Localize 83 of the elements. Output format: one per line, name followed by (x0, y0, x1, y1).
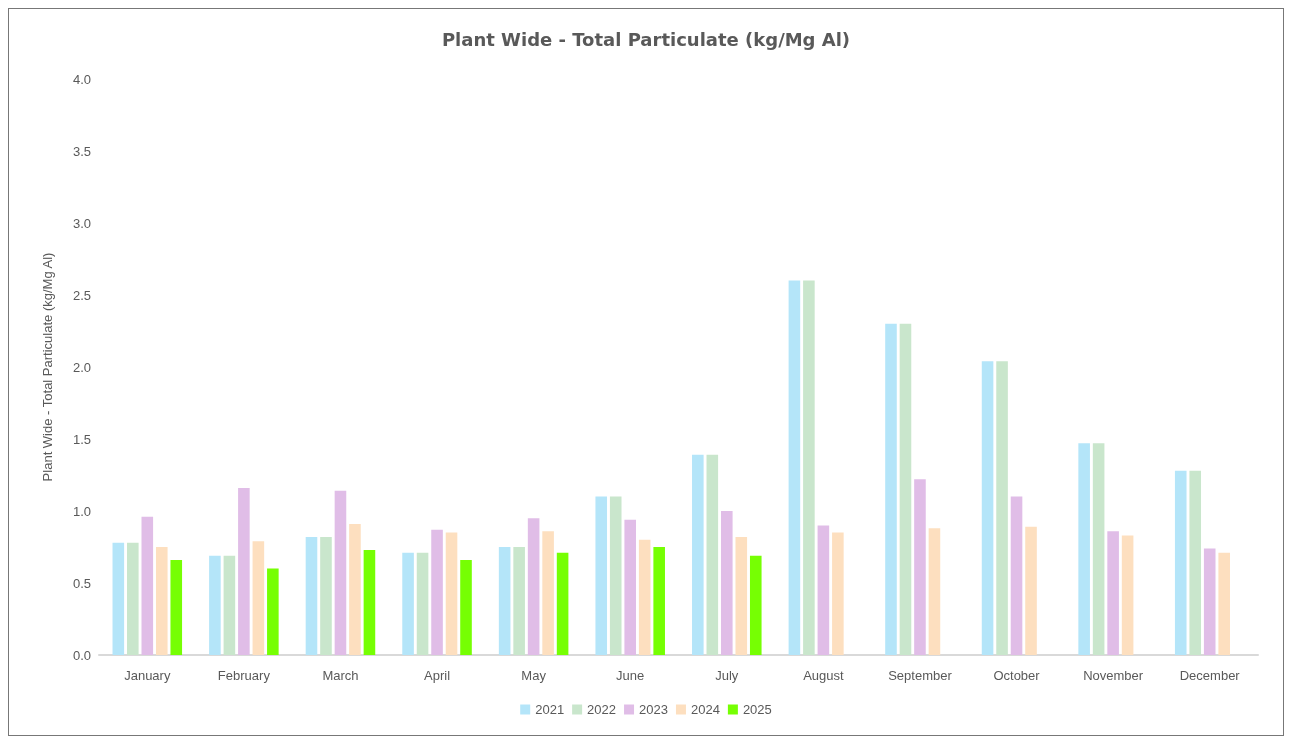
bar (749, 555, 762, 655)
bar (445, 532, 458, 655)
bar (1203, 548, 1216, 655)
bar (155, 547, 168, 655)
bar (609, 496, 622, 655)
x-tick-label: April (424, 668, 451, 683)
bar (1218, 552, 1230, 655)
bar (996, 361, 1008, 655)
bar (706, 454, 719, 655)
x-tick-label: September (888, 668, 953, 683)
bar (624, 519, 636, 655)
bar (402, 552, 414, 655)
bar (542, 531, 554, 655)
bar (305, 536, 318, 655)
bar (638, 539, 651, 655)
bar (223, 555, 236, 655)
y-tick-label: 2.0 (72, 359, 91, 375)
x-tick-label: December (1179, 668, 1241, 683)
bar (832, 532, 844, 655)
x-tick-label: July (715, 668, 739, 683)
bar (914, 479, 926, 655)
bar (1092, 443, 1105, 655)
bar (498, 547, 511, 655)
bar (1121, 535, 1134, 655)
bar (238, 487, 250, 655)
x-tick-label: February (217, 668, 271, 683)
legend-label: 2025 (742, 702, 772, 717)
bar (899, 323, 912, 655)
bar (1010, 496, 1023, 655)
bar (885, 323, 897, 655)
bar (1107, 531, 1119, 655)
x-tick-label: January (124, 668, 171, 683)
bar (513, 547, 525, 655)
bar (721, 511, 733, 655)
bar (349, 523, 361, 655)
x-tick-label: March (322, 668, 359, 683)
bar (928, 528, 941, 655)
y-tick-label: 0.0 (72, 647, 91, 663)
bar (527, 518, 540, 655)
bar (788, 280, 801, 655)
x-tick-label: June (616, 668, 645, 683)
bar (817, 525, 830, 655)
y-tick-label: 0.5 (72, 575, 91, 591)
bar (653, 547, 665, 655)
y-tick-label: 3.0 (72, 215, 91, 231)
y-tick-label: 2.5 (72, 287, 91, 303)
bar (363, 549, 376, 655)
bar (460, 559, 472, 655)
bar (252, 541, 265, 655)
bar (416, 552, 429, 655)
y-tick-label: 4.0 (72, 71, 91, 87)
bar (320, 536, 332, 655)
bar (209, 555, 221, 655)
bar (112, 542, 125, 655)
chart-title: Plant Wide - Total Particulate (kg/Mg Al) (441, 28, 851, 50)
legend-label: 2021 (535, 702, 565, 717)
bar (803, 280, 815, 655)
bar (595, 496, 608, 655)
x-tick-label: May (521, 668, 547, 683)
bar (981, 361, 994, 655)
y-tick-label: 3.5 (72, 143, 91, 159)
bar (735, 536, 748, 655)
legend-label: 2022 (587, 702, 617, 717)
x-tick-label: October (993, 668, 1041, 683)
legend-label: 2023 (639, 702, 668, 717)
bar (267, 568, 279, 655)
bar (692, 454, 704, 655)
bar (334, 490, 347, 655)
x-tick-label: August (803, 668, 844, 683)
bar (1025, 526, 1037, 655)
bar (141, 516, 154, 655)
x-tick-label: November (1083, 668, 1144, 683)
bar (1078, 443, 1090, 655)
bar (556, 552, 569, 655)
bar (1174, 470, 1187, 655)
y-tick-label: 1.0 (72, 503, 91, 519)
bar (127, 542, 139, 655)
bar (170, 559, 183, 655)
y-axis-title: Plant Wide - Total Particulate (kg/Mg Al) (40, 252, 55, 482)
bar (1189, 470, 1202, 655)
y-tick-label: 1.5 (72, 431, 91, 447)
legend-label: 2024 (690, 702, 720, 717)
bar (431, 529, 443, 655)
